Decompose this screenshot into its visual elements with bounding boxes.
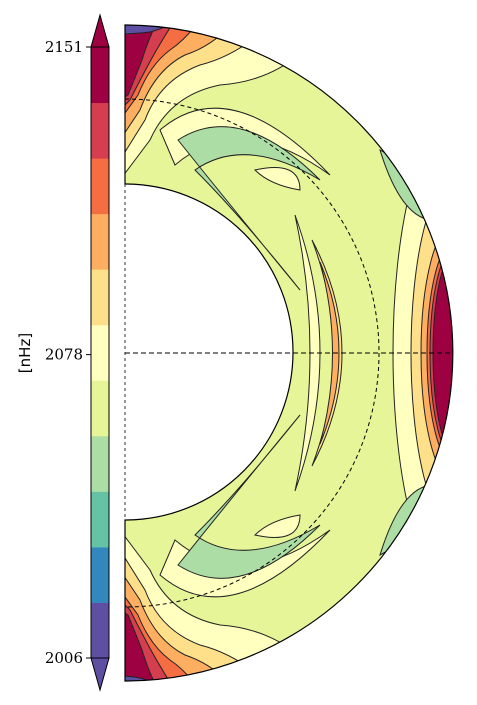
colorbar-segment [91, 47, 109, 104]
level-north-ridge [254, 167, 301, 191]
level-south-band-2 [177, 414, 321, 579]
colorbar-segment [91, 491, 109, 548]
colorbar: 2151 2078 2006 [nHz] [16, 13, 110, 692]
colorbar-tick-label: 2006 [45, 649, 83, 667]
colorbar-segment [91, 435, 109, 492]
colorbar-segment [91, 269, 109, 326]
colorbar-segment [91, 324, 109, 381]
colorbar-top-extend [90, 13, 110, 48]
contour-fill [125, 25, 453, 681]
level-north-band-2 [177, 126, 321, 291]
meridional-plot [124, 24, 454, 682]
level-crescent-3 [319, 261, 340, 445]
colorbar-segments [91, 47, 109, 659]
colorbar-tick-label: 2078 [45, 346, 83, 364]
colorbar-outline [90, 46, 110, 659]
colorbar-ticks: 2151 2078 2006 [45, 38, 91, 667]
colorbar-bottom-extend [90, 657, 110, 692]
colorbar-segment [91, 602, 109, 659]
level-south-ridge [254, 514, 301, 538]
shell-outline [124, 24, 454, 682]
colorbar-segment [91, 546, 109, 603]
colorbar-segment [91, 102, 109, 159]
colorbar-tick-label: 2151 [45, 38, 83, 56]
inner-dashed-circle [124, 98, 380, 608]
level-north-pole-cap [125, 25, 181, 35]
colorbar-segment [91, 213, 109, 270]
level-south-pole-cap [125, 675, 171, 681]
level-crescent-1 [294, 214, 321, 492]
colorbar-segment [91, 158, 109, 215]
colorbar-segment [91, 380, 109, 437]
colorbar-label: [nHz] [16, 333, 34, 373]
